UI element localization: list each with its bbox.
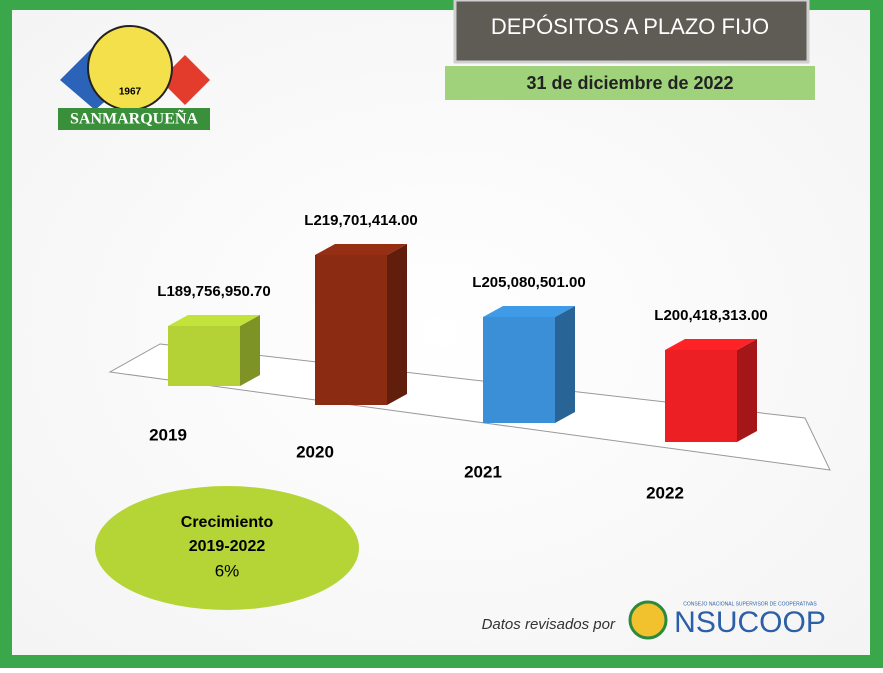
- chart-floor: [108, 343, 831, 471]
- x-tick-label: 2022: [646, 483, 684, 502]
- date-box: [445, 66, 815, 100]
- bars: L189,756,950.70 2019 L219,701,414.00 2020 L2…: [149, 212, 768, 503]
- title: DEPÓSITOS A PLAZO FIJO: [491, 14, 769, 39]
- footer-text: Datos revisados por: [482, 616, 616, 633]
- bar-side: [737, 338, 757, 442]
- growth-label: Crecimiento: [181, 514, 274, 531]
- bar-side: [240, 315, 260, 386]
- bar: [168, 326, 240, 386]
- bar-top: [315, 244, 407, 255]
- bar-top: [483, 305, 575, 317]
- value-label: L200,418,313.00: [654, 307, 767, 324]
- logo-year: 1967: [119, 87, 142, 98]
- brand: NSUCOOP: [674, 606, 826, 639]
- date: 31 de diciembre de 2022: [526, 73, 733, 93]
- value-label: L219,701,414.00: [304, 212, 417, 229]
- growth-ellipse: [95, 486, 359, 610]
- brand-icon: [628, 600, 668, 640]
- growth-period: 2019-2022: [189, 538, 266, 555]
- growth-value: 6%: [215, 561, 240, 580]
- logo: 1967 SANMARQUEÑA: [58, 25, 210, 130]
- x-tick-label: 2019: [149, 425, 187, 444]
- value-label: L205,080,501.00: [472, 274, 585, 291]
- bar: [483, 316, 555, 423]
- brand-subtitle: CONSEJO NACIONAL SUPERVISOR DE COOPERATI…: [683, 601, 817, 607]
- logo-name: SANMARQUEÑA: [70, 109, 198, 128]
- x-tick-label: 2020: [296, 442, 334, 461]
- title-box: [453, 0, 810, 64]
- value-label: L189,756,950.70: [157, 283, 270, 300]
- bar-top: [168, 315, 260, 326]
- bar-side: [555, 305, 575, 423]
- bar: [665, 349, 737, 442]
- bar-side: [387, 244, 407, 405]
- bar: [315, 255, 387, 405]
- bar-top: [665, 338, 757, 350]
- logo-banner: [58, 108, 210, 130]
- x-tick-label: 2021: [464, 462, 502, 481]
